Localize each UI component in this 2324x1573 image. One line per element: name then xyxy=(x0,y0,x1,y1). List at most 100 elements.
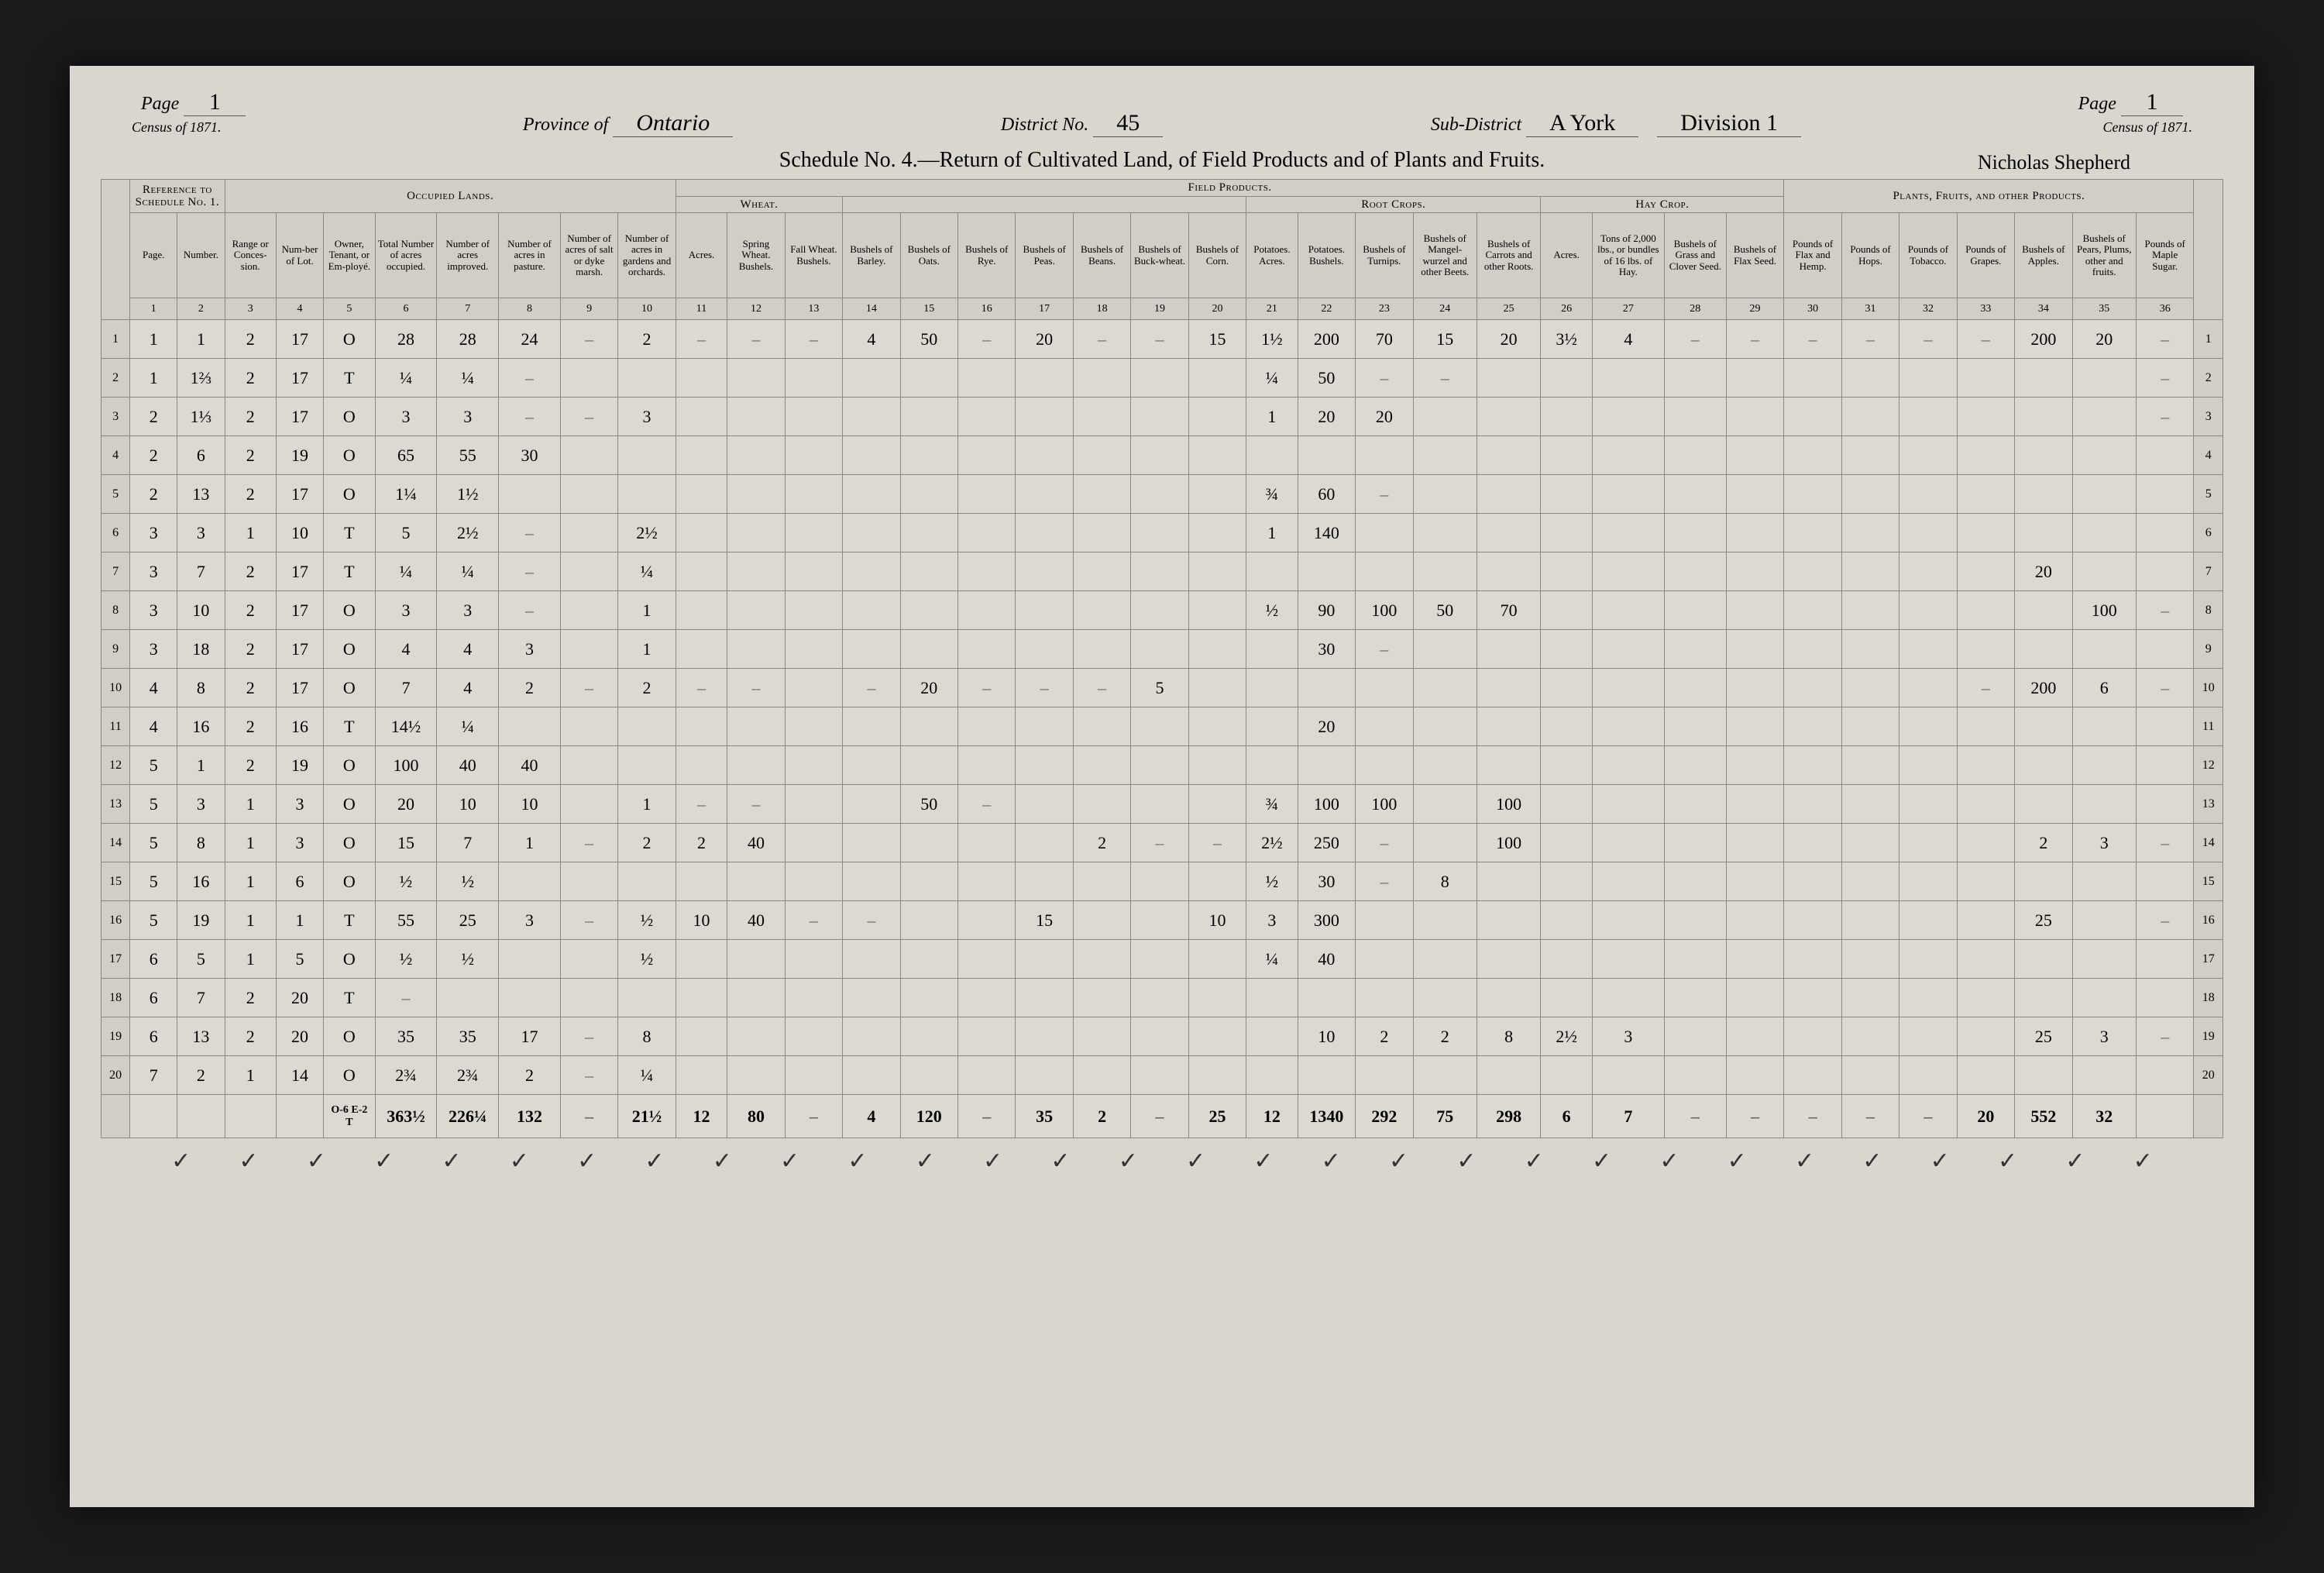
data-cell xyxy=(1413,979,1477,1017)
data-cell: 1 xyxy=(618,591,676,630)
column-header: Pounds of Tobacco. xyxy=(1899,213,1957,298)
data-cell xyxy=(1664,1017,1726,1056)
row-number-left xyxy=(101,1095,130,1138)
data-cell: – xyxy=(1841,320,1899,359)
data-cell: 5 xyxy=(177,940,225,979)
data-cell: 100 xyxy=(1356,591,1413,630)
data-cell: O xyxy=(324,1017,375,1056)
data-cell: 2 xyxy=(1413,1017,1477,1056)
data-cell xyxy=(1784,359,1841,398)
data-cell xyxy=(727,514,785,552)
data-cell xyxy=(727,1017,785,1056)
totals-cell: 120 xyxy=(900,1095,957,1138)
data-cell: 1 xyxy=(177,320,225,359)
column-header: Bushels of Grass and Clover Seed. xyxy=(1664,213,1726,298)
data-cell: 2 xyxy=(618,824,676,862)
data-cell xyxy=(1298,436,1355,475)
data-cell: 3 xyxy=(276,785,323,824)
data-cell xyxy=(900,436,957,475)
data-cell xyxy=(785,940,842,979)
totals-row: O-6 E-2 T363½226¼132–21½1280–4120–352–25… xyxy=(101,1095,2223,1138)
data-cell xyxy=(2136,630,2193,669)
data-cell xyxy=(1016,475,1073,514)
data-cell: 10 xyxy=(276,514,323,552)
data-cell xyxy=(1188,436,1246,475)
data-cell xyxy=(958,901,1016,940)
data-cell: 20 xyxy=(375,785,437,824)
data-cell xyxy=(900,1056,957,1095)
data-cell: 17 xyxy=(276,591,323,630)
data-cell: 1 xyxy=(225,785,276,824)
data-cell: – xyxy=(499,359,561,398)
row-number-right: 8 xyxy=(2194,591,2223,630)
data-cell: 2 xyxy=(225,591,276,630)
table-row: 633110T52½–2½11406 xyxy=(101,514,2223,552)
data-cell xyxy=(1541,707,1592,746)
rownum-header-left xyxy=(101,180,130,320)
column-header: Potatoes. Acres. xyxy=(1246,213,1298,298)
data-cell xyxy=(2015,436,2072,475)
column-header: Number of acres improved. xyxy=(437,213,499,298)
data-cell: – xyxy=(1413,359,1477,398)
data-cell: 2 xyxy=(225,552,276,591)
row-number-right: 11 xyxy=(2194,707,2223,746)
data-cell xyxy=(1899,1056,1957,1095)
data-cell xyxy=(958,552,1016,591)
data-cell xyxy=(1784,862,1841,901)
data-cell: 16 xyxy=(177,862,225,901)
data-cell xyxy=(1841,514,1899,552)
data-cell xyxy=(727,1056,785,1095)
data-cell: 2 xyxy=(130,398,177,436)
subsection-hay: Hay Crop. xyxy=(1541,196,1784,213)
section-reference: Reference to Schedule No. 1. xyxy=(130,180,225,213)
data-cell xyxy=(1726,398,1784,436)
data-cell xyxy=(560,979,617,1017)
data-cell: 2 xyxy=(499,1056,561,1095)
data-cell xyxy=(2015,707,2072,746)
data-cell xyxy=(843,475,900,514)
data-cell: 70 xyxy=(1356,320,1413,359)
data-cell xyxy=(1413,785,1477,824)
data-cell xyxy=(2136,746,2193,785)
row-number-right: 9 xyxy=(2194,630,2223,669)
data-cell: 70 xyxy=(1477,591,1540,630)
data-cell xyxy=(1188,1056,1246,1095)
data-cell xyxy=(1413,475,1477,514)
data-cell xyxy=(1413,436,1477,475)
data-cell xyxy=(1592,785,1664,824)
data-cell xyxy=(1413,824,1477,862)
data-cell xyxy=(1016,824,1073,862)
data-cell xyxy=(1131,979,1188,1017)
data-cell: 3 xyxy=(276,824,323,862)
data-cell: 20 xyxy=(900,669,957,707)
data-cell: 1 xyxy=(276,901,323,940)
data-cell xyxy=(560,514,617,552)
data-cell: O xyxy=(324,591,375,630)
data-cell xyxy=(843,1056,900,1095)
data-cell xyxy=(785,707,842,746)
data-cell: 200 xyxy=(2015,320,2072,359)
column-number: 8 xyxy=(499,298,561,320)
data-cell xyxy=(900,552,957,591)
data-cell xyxy=(1356,940,1413,979)
data-cell: 2 xyxy=(225,707,276,746)
row-number-right: 13 xyxy=(2194,785,2223,824)
data-cell: 6 xyxy=(130,1017,177,1056)
data-cell xyxy=(958,746,1016,785)
data-cell xyxy=(843,979,900,1017)
data-cell: 20 xyxy=(2072,320,2136,359)
data-cell xyxy=(958,862,1016,901)
totals-cell: 20 xyxy=(1957,1095,2014,1138)
data-cell xyxy=(900,862,957,901)
data-cell xyxy=(618,475,676,514)
data-cell: 140 xyxy=(1298,514,1355,552)
column-header: Bushels of Beans. xyxy=(1073,213,1130,298)
data-cell xyxy=(843,436,900,475)
column-number: 36 xyxy=(2136,298,2193,320)
data-cell: – xyxy=(843,669,900,707)
data-cell: 1 xyxy=(225,862,276,901)
data-cell: ½ xyxy=(1246,862,1298,901)
data-cell: 7 xyxy=(130,1056,177,1095)
data-cell xyxy=(1592,552,1664,591)
data-cell: 20 xyxy=(2015,552,2072,591)
